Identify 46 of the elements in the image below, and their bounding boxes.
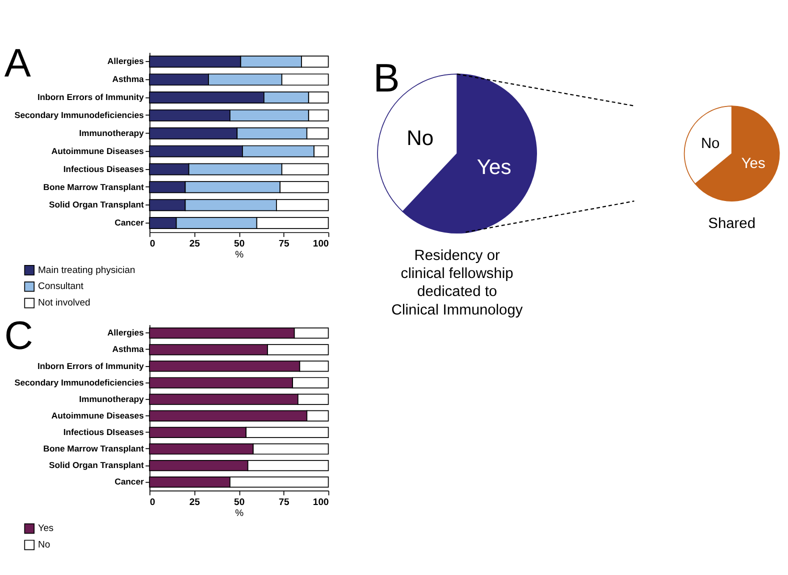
- text: B: [373, 56, 400, 100]
- slice-label: Yes: [741, 156, 766, 172]
- slice-label: No: [700, 136, 720, 152]
- x-tick-label: 25: [189, 238, 201, 250]
- x-tick-label: 50: [234, 238, 245, 250]
- y-tick-label: Bone Marrow Transplant: [43, 182, 144, 192]
- legend-label: Main treating physician: [38, 264, 136, 276]
- legend-label: Yes: [38, 523, 54, 534]
- y-tick-label: Asthma: [112, 74, 144, 84]
- y-tick-label: Inborn Errors of Immunity: [37, 360, 144, 371]
- y-tick-label: Allergies: [107, 56, 144, 66]
- y-tick-label: Allergies: [107, 328, 144, 338]
- y-tick-label: Solid Organ Transplant: [48, 200, 144, 210]
- x-tick-label: 0: [150, 496, 156, 508]
- x-tick-label: 25: [189, 496, 201, 508]
- legend-label: Consultant: [38, 281, 84, 292]
- x-tick-label: 100: [312, 238, 329, 250]
- y-tick-label: Cancer: [114, 218, 144, 228]
- y-tick-label: Autoimmune Diseases: [51, 146, 144, 156]
- slice-label: No: [406, 126, 434, 150]
- y-tick-label: Infectious DIseases: [63, 427, 144, 438]
- x-axis-title: %: [235, 250, 244, 261]
- y-tick-label: Solid Organ Transplant: [48, 460, 144, 470]
- chart-title: A: [4, 42, 32, 86]
- y-tick-label: Infectious Diseases: [63, 164, 144, 174]
- y-tick-label: Asthma: [112, 344, 144, 354]
- y-tick-label: Secondary Immunodeficiencies: [14, 110, 144, 120]
- x-axis-title: %: [235, 508, 244, 520]
- x-tick-label: 100: [312, 496, 329, 508]
- y-tick-label: Bone Marrow Transplant: [43, 444, 144, 454]
- y-tick-label: Immunotherapy: [79, 394, 144, 404]
- text: Shared: [708, 216, 756, 232]
- x-tick-label: 75: [278, 238, 290, 250]
- y-tick-label: Inborn Errors of Immunity: [37, 92, 144, 102]
- y-tick-label: Immunotherapy: [79, 128, 144, 138]
- slice-label: Yes: [476, 156, 512, 180]
- x-tick-label: 75: [278, 496, 290, 508]
- x-tick-label: 0: [150, 238, 156, 250]
- legend-label: No: [38, 540, 50, 551]
- text: Residency or clinical fellowship dedicated to Clinical Immunology: [391, 248, 524, 318]
- y-tick-label: Autoimmune Diseases: [51, 410, 144, 420]
- y-tick-label: Cancer: [114, 476, 144, 487]
- chart-title: C: [4, 314, 34, 358]
- y-tick-label: Secondary Immunodeficiencies: [14, 377, 144, 388]
- legend-label: Not involved: [38, 298, 90, 309]
- x-tick-label: 50: [234, 496, 245, 508]
